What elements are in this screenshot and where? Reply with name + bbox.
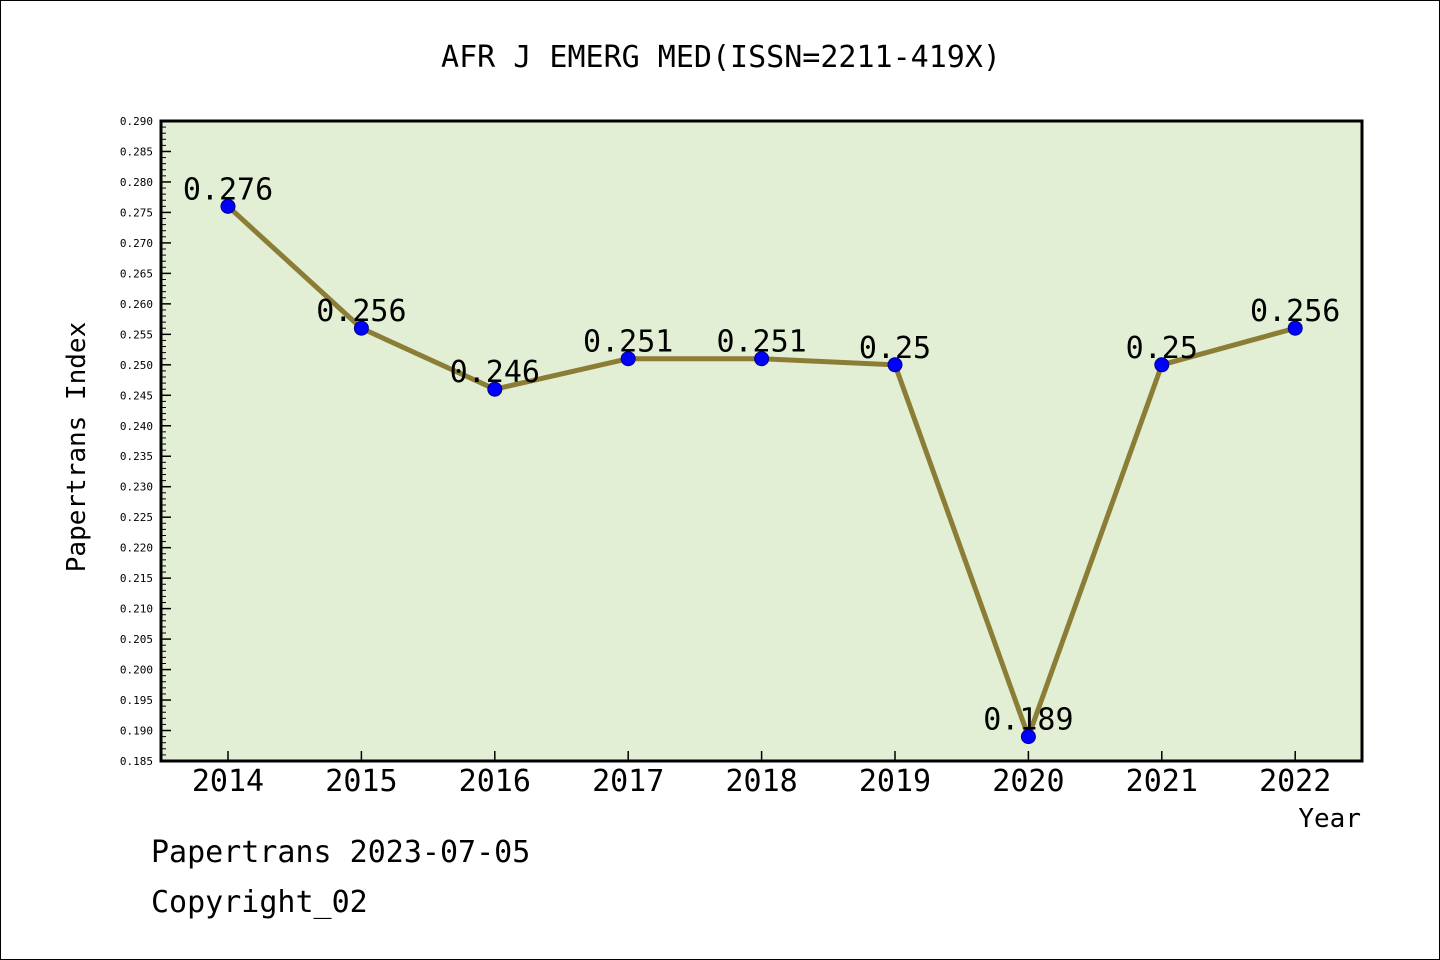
y-axis-ticks: 0.185 0.190 0.195 0.200 0.205 0.210 0.215 0.220… bbox=[120, 115, 171, 768]
y-tick-label: 0.195 bbox=[120, 694, 153, 707]
y-axis-label: Papertrans Index bbox=[62, 322, 92, 572]
y-tick-label: 0.265 bbox=[120, 267, 153, 280]
data-point bbox=[1020, 729, 1036, 745]
x-axis-ticks: 2014 2015 2016 2017 2018 2019 2020 2021 2022 bbox=[192, 751, 1331, 799]
x-tick-label: 2015 bbox=[325, 764, 397, 799]
chart-title: AFR J EMERG MED(ISSN=2211-419X) bbox=[441, 40, 1001, 75]
y-tick-label: 0.235 bbox=[120, 450, 153, 463]
data-label: 0.256 bbox=[316, 294, 406, 329]
x-tick-label: 2021 bbox=[1126, 764, 1198, 799]
y-tick-label: 0.230 bbox=[120, 481, 153, 494]
x-tick-label: 2014 bbox=[192, 764, 264, 799]
data-point bbox=[754, 351, 770, 367]
data-point-markers bbox=[220, 198, 1303, 745]
footer-copyright: Copyright_02 bbox=[151, 885, 368, 920]
y-tick-label: 0.245 bbox=[120, 389, 153, 402]
y-tick-label: 0.260 bbox=[120, 298, 153, 311]
y-tick-label: 0.220 bbox=[120, 542, 153, 555]
y-tick-label: 0.255 bbox=[120, 328, 153, 341]
y-tick-label: 0.290 bbox=[120, 115, 153, 128]
y-tick-label: 0.250 bbox=[120, 359, 153, 372]
x-axis-label: Year bbox=[1298, 804, 1361, 834]
y-tick-label: 0.185 bbox=[120, 755, 153, 768]
data-label: 0.256 bbox=[1250, 294, 1340, 329]
data-label: 0.246 bbox=[450, 355, 540, 390]
y-tick-label: 0.285 bbox=[120, 145, 153, 158]
y-tick-label: 0.210 bbox=[120, 603, 153, 616]
data-label: 0.25 bbox=[1126, 331, 1198, 366]
data-point bbox=[220, 198, 236, 214]
y-tick-label: 0.190 bbox=[120, 725, 153, 738]
y-tick-label: 0.215 bbox=[120, 572, 153, 585]
footer-publisher-date: Papertrans 2023-07-05 bbox=[151, 835, 531, 870]
data-labels: 0.276 0.256 0.246 0.251 0.251 0.25 0.189 0.25 0.… bbox=[183, 172, 1341, 737]
data-label: 0.276 bbox=[183, 172, 273, 207]
y-tick-label: 0.225 bbox=[120, 511, 153, 524]
data-point bbox=[1154, 357, 1170, 373]
data-point bbox=[487, 381, 503, 397]
y-tick-label: 0.270 bbox=[120, 237, 153, 250]
data-point bbox=[1287, 320, 1303, 336]
x-tick-label: 2017 bbox=[592, 764, 664, 799]
data-label: 0.251 bbox=[716, 325, 806, 360]
x-tick-label: 2016 bbox=[459, 764, 531, 799]
data-label: 0.189 bbox=[983, 703, 1073, 738]
data-label: 0.25 bbox=[859, 331, 931, 366]
y-tick-label: 0.280 bbox=[120, 176, 153, 189]
x-tick-label: 2018 bbox=[725, 764, 797, 799]
data-label: 0.251 bbox=[583, 325, 673, 360]
data-point bbox=[620, 351, 636, 367]
y-tick-label: 0.240 bbox=[120, 420, 153, 433]
x-tick-label: 2022 bbox=[1259, 764, 1331, 799]
y-tick-label: 0.275 bbox=[120, 206, 153, 219]
y-tick-label: 0.205 bbox=[120, 633, 153, 646]
data-point bbox=[353, 320, 369, 336]
x-tick-label: 2020 bbox=[992, 764, 1064, 799]
data-point bbox=[887, 357, 903, 373]
plot-area bbox=[159, 119, 1364, 763]
y-tick-label: 0.200 bbox=[120, 664, 153, 677]
x-tick-label: 2019 bbox=[859, 764, 931, 799]
